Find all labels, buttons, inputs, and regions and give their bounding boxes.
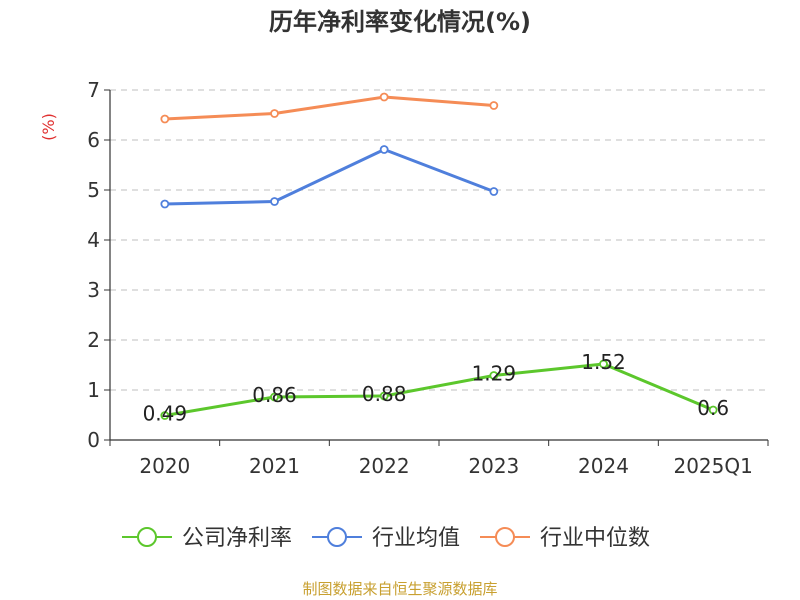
data-label: 1.29 [472,362,517,386]
data-label: 1.52 [581,350,626,374]
y-axis-label: (%) [39,113,58,141]
data-point [489,101,499,110]
data-label: 0.86 [252,383,297,407]
data-point [160,411,170,420]
data-point [489,371,499,380]
x-tick-label: 2025Q1 [673,454,752,478]
legend-label: 行业均值 [372,526,460,551]
legend-label: 公司净利率 [182,526,292,551]
legend-label: 行业中位数 [540,526,650,551]
series-line [164,148,495,206]
data-point [270,109,279,118]
y-tick-label: 1 [87,378,100,402]
y-tick-label: 7 [87,78,100,102]
data-point [160,199,170,209]
x-tick-label: 2022 [359,454,410,478]
x-tick-label: 2024 [578,454,629,478]
y-tick-label: 2 [87,328,100,352]
data-label: 0.49 [143,402,188,426]
y-tick-label: 0 [87,428,100,452]
x-tick-label: 2020 [139,454,190,478]
y-tick-label: 5 [87,178,100,202]
x-tick-label: 2023 [468,454,519,478]
series-line [164,95,494,121]
data-point [270,392,279,402]
data-point [489,187,499,196]
chart-title: 历年净利率变化情况(%) [269,8,531,36]
data-point [379,391,389,401]
y-tick-label: 6 [87,128,100,152]
y-tick-label: 3 [87,278,100,302]
data-point [270,197,279,206]
legend-marker [495,527,515,547]
data-point [379,145,389,154]
data-label: 0.88 [362,382,407,406]
data-point [708,405,718,415]
data-label: 0.6 [697,396,729,420]
series-line [164,362,714,417]
source-footer: 制图数据来自恒生聚源数据库 [302,580,498,598]
y-tick-label: 4 [87,228,100,252]
legend-marker [327,527,347,547]
data-point [379,92,389,102]
x-tick-label: 2021 [249,454,300,478]
legend-marker [137,527,157,547]
data-point [160,114,170,124]
data-point [599,359,608,369]
